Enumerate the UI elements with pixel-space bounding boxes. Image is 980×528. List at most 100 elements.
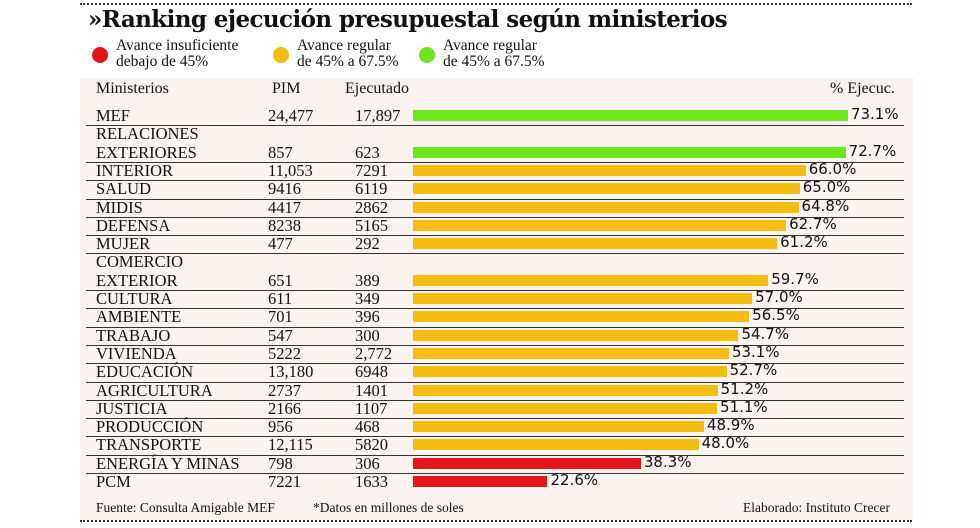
execution-bar: [413, 329, 739, 341]
execution-bar: [413, 311, 750, 323]
pim-value: 12,115: [268, 435, 313, 455]
pct-label: 56.5%: [752, 306, 800, 325]
pct-label: 73.1%: [850, 105, 899, 123]
ministry-name: PCM: [96, 473, 131, 491]
execution-bar: [413, 238, 778, 250]
executed-value: 6948: [355, 362, 388, 382]
ministry-name-line: INTERIOR: [96, 160, 173, 180]
row-divider: [86, 326, 904, 328]
executed-value: 5820: [355, 435, 388, 455]
execution-bar: [413, 457, 641, 469]
executed-value: 2862: [355, 197, 388, 217]
ministry-name-line: VIVIENDA: [96, 343, 177, 363]
pim-value: 956: [268, 417, 293, 437]
executed-value: 468: [355, 417, 380, 437]
pim-value: 477: [268, 234, 293, 254]
executed-value: 623: [355, 142, 380, 162]
execution-bar: [413, 293, 753, 304]
column-header-ministerios: Ministerios: [96, 80, 169, 97]
pct-label: 54.7%: [741, 324, 790, 343]
ministry-name: TRABAJO: [96, 326, 170, 345]
row-divider: [86, 344, 904, 346]
ministry-name-line: ENERGÍA Y MINAS: [96, 453, 240, 473]
ministry-name: JUSTICIA: [96, 400, 168, 418]
row-divider: [86, 253, 904, 255]
pim-value: 7221: [268, 472, 301, 491]
execution-bar: [413, 476, 548, 487]
credit-note: Elaborado: Instituto Crecer: [743, 500, 890, 515]
ministry-name: EDUCACIÓN: [96, 363, 193, 381]
bottom-dotted-rule: [80, 520, 912, 522]
pim-value: 547: [268, 325, 293, 345]
executed-value: 349: [355, 289, 380, 308]
executed-value: 389: [355, 270, 380, 290]
execution-bar: [413, 201, 799, 213]
pim-value: 11,053: [268, 160, 313, 180]
row-divider: [86, 454, 904, 456]
ministry-name-line: MUJER: [96, 234, 151, 254]
source-note: Fuente: Consulta Amigable MEF: [96, 500, 275, 515]
pim-value: 651: [268, 270, 293, 290]
ministry-name: MEF: [96, 107, 130, 125]
row-divider: [86, 235, 904, 237]
ministry-name: AGRICULTURA: [96, 380, 213, 400]
row-divider: [86, 216, 904, 218]
legend-item-insufficient: Avance insuficiente debajo de 45%: [92, 38, 238, 70]
ministry-name: RELACIONES EXTERIORES: [96, 125, 199, 162]
pct-label: 53.1%: [731, 342, 780, 361]
execution-bar: [413, 146, 846, 158]
pct-label: 52.7%: [729, 361, 778, 380]
ministry-name-line: MIDIS: [96, 197, 143, 217]
execution-bar: [413, 183, 800, 195]
legend-swatch-green: [419, 47, 435, 63]
execution-bar: [413, 439, 699, 451]
pim-value: 5222: [268, 343, 301, 363]
execution-bar: [413, 164, 806, 176]
legend-label-line1: Avance regular: [297, 37, 391, 54]
ministry-name-line: COMERCIO: [96, 252, 184, 272]
pct-label: 61.2%: [780, 233, 828, 252]
legend-swatch-yellow: [273, 47, 289, 63]
legend-label-line2: debajo de 45%: [116, 53, 209, 70]
row-divider: [86, 436, 904, 438]
executed-value: 7291: [355, 160, 388, 180]
pct-label: 65.0%: [802, 178, 851, 197]
ministry-name-line: RELACIONES: [96, 124, 199, 144]
executed-value: 1401: [355, 380, 388, 400]
pim-value: 701: [268, 307, 293, 327]
executed-value: 300: [355, 325, 380, 345]
ministry-name-line: AGRICULTURA: [96, 380, 213, 400]
row-divider: [86, 418, 904, 420]
row-divider: [86, 308, 904, 310]
pim-value: 857: [268, 142, 293, 162]
ministry-name-line: EDUCACIÓN: [96, 362, 194, 382]
ministry-name-line: TRANSPORTE: [96, 435, 202, 455]
ministry-name-line: MEF: [96, 106, 130, 125]
pim-value: 611: [268, 289, 293, 308]
legend-label-line1: Avance regular: [443, 37, 537, 54]
pct-label: 57.0%: [755, 288, 803, 306]
executed-value: 396: [355, 307, 380, 327]
top-dotted-rule: [80, 3, 912, 5]
legend-swatch-red: [92, 47, 108, 63]
pim-value: 13,180: [268, 362, 314, 382]
row-divider: [86, 198, 904, 200]
row-divider: [86, 290, 904, 291]
row-divider: [86, 363, 904, 365]
column-header-pct: % Ejecuc.: [830, 80, 895, 97]
row-divider: [86, 180, 904, 182]
row-divider: [86, 125, 904, 127]
ministry-name: SALUD: [96, 180, 151, 198]
pct-label: 48.9%: [706, 416, 755, 435]
ministry-name: MUJER: [96, 235, 150, 253]
executed-value: 292: [355, 234, 380, 254]
ministry-name-line: PCM: [96, 472, 131, 491]
pim-value: 798: [268, 453, 293, 473]
pct-label: 48.0%: [701, 434, 750, 453]
ministry-name-line: EXTERIORES: [96, 142, 197, 162]
legend-label-line2: de 45% a 67.5%: [297, 53, 399, 70]
execution-bar: [413, 366, 727, 378]
ministry-name: VIVIENDA: [96, 345, 177, 363]
pim-value: 2737: [268, 380, 301, 400]
execution-bar: [413, 421, 704, 433]
